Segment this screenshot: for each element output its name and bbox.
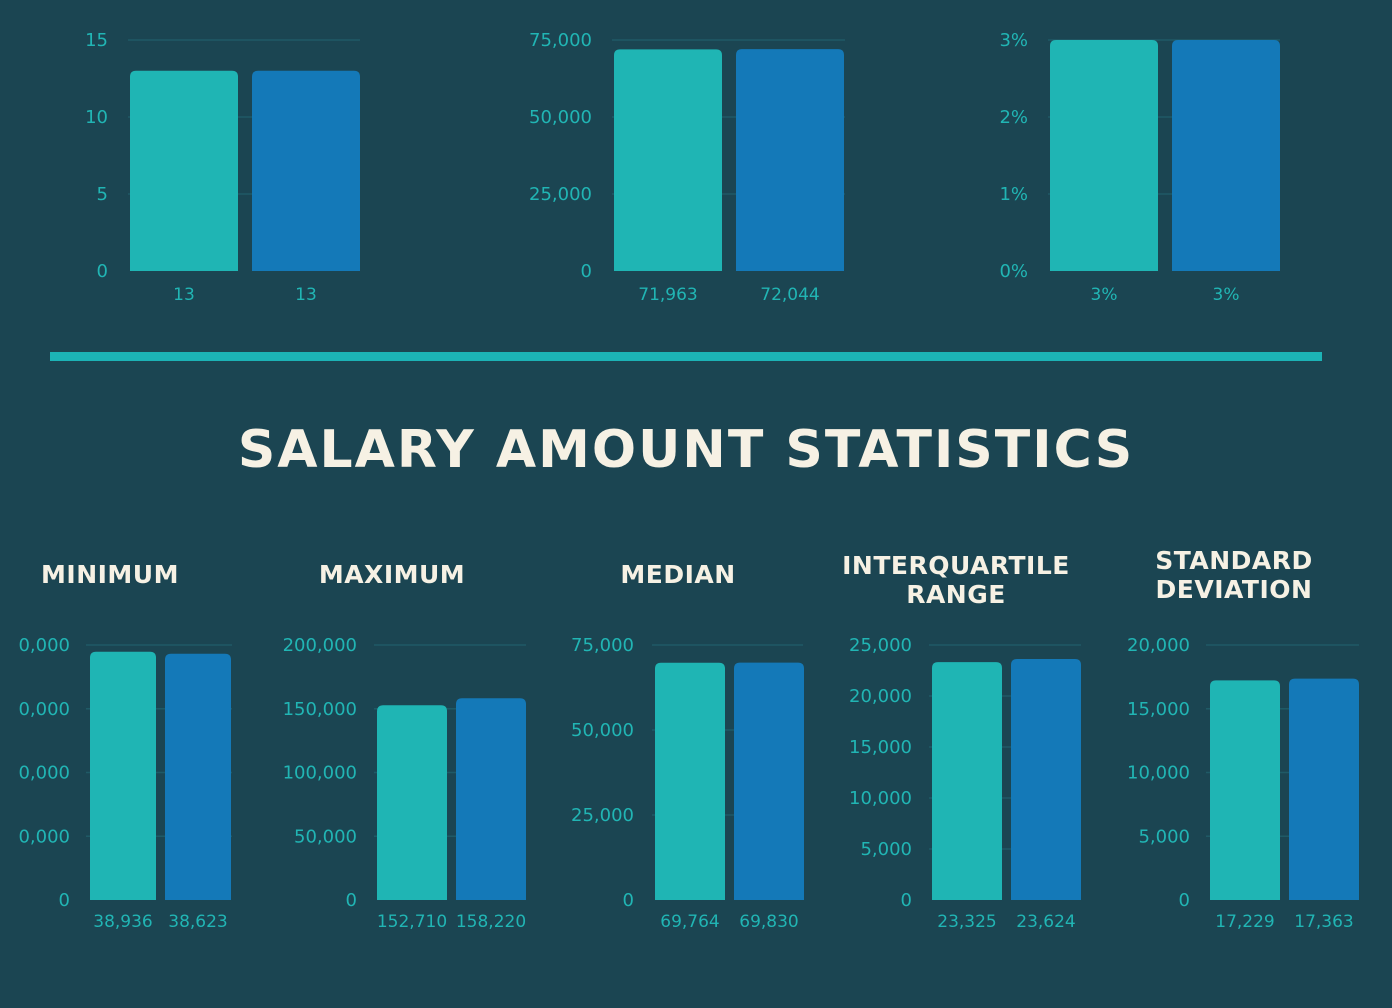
y-tick-label: 50,000 (294, 826, 357, 847)
chart-6: 0 25,000 50,000 75,000 69,764 69,830 MEDIAN (571, 560, 804, 932)
y-tick-label: 15,000 (849, 737, 912, 758)
y-tick-label: 10,000 (849, 788, 912, 809)
bar-series-a (932, 662, 1002, 900)
chart-5: 0 50,000 100,000 150,000 200,000 152,710 158,2… (283, 560, 527, 932)
bar-value-label: 13 (295, 285, 317, 305)
bar-value-label: 3% (1213, 285, 1240, 305)
y-tick-label: 100,000 (283, 763, 357, 784)
y-tick-label: 0 (97, 261, 108, 282)
y-tick-label: 0,000 (18, 699, 70, 720)
chart-4: 0 0,000 0,000 0,000 0,000 38,936 38,623 MINIMUM (18, 560, 232, 932)
y-tick-label: 10 (85, 107, 108, 128)
y-tick-label: 20,000 (1127, 635, 1190, 656)
bar-value-label: 17,363 (1294, 912, 1353, 932)
chart-title: MAXIMUM (319, 560, 465, 589)
y-tick-label: 25,000 (849, 635, 912, 656)
bar-series-a (130, 70, 238, 271)
y-tick-label: 15 (85, 30, 108, 51)
bar-value-label: 3% (1091, 285, 1118, 305)
y-tick-label: 0 (1179, 890, 1190, 911)
chart-1: 0 5 10 15 13 13 (85, 30, 360, 305)
y-tick-label: 15,000 (1127, 699, 1190, 720)
bar-value-label: 38,623 (168, 912, 227, 932)
y-tick-label: 3% (999, 30, 1028, 51)
y-tick-label: 50,000 (529, 107, 592, 128)
y-tick-label: 0 (346, 890, 357, 911)
y-tick-label: 0 (623, 890, 634, 911)
bar-value-label: 152,710 (377, 912, 447, 932)
bar-value-label: 72,044 (760, 285, 819, 305)
section-heading: SALARY AMOUNT STATISTICS (238, 420, 1134, 480)
y-tick-label: 5,000 (860, 839, 912, 860)
bar-series-a (90, 651, 156, 900)
bar-series-b (252, 70, 360, 271)
bar-value-label: 38,936 (93, 912, 152, 932)
y-tick-label: 1% (999, 184, 1028, 205)
y-tick-label: 0,000 (18, 763, 70, 784)
y-tick-label: 0 (901, 890, 912, 911)
bar-series-a (1050, 40, 1158, 271)
chart-title-line: INTERQUARTILE (842, 551, 1070, 580)
chart-8: 0 5,000 10,000 15,000 20,000 17,229 17,363 STAN… (1127, 546, 1359, 932)
chart-title-line: STANDARD (1155, 546, 1313, 575)
y-tick-label: 10,000 (1127, 763, 1190, 784)
bar-value-label: 23,325 (937, 912, 996, 932)
bar-series-b (1011, 659, 1081, 900)
chart-title: INTERQUARTILE RANGE (842, 551, 1070, 609)
bar-value-label: 69,830 (739, 912, 798, 932)
bar-value-label: 13 (173, 285, 195, 305)
bar-series-a (614, 49, 722, 271)
y-tick-label: 5 (97, 184, 108, 205)
bar-series-b (1172, 40, 1280, 271)
bar-series-a (377, 705, 447, 900)
bar-value-label: 23,624 (1016, 912, 1075, 932)
y-tick-label: 25,000 (529, 184, 592, 205)
bar-value-label: 69,764 (660, 912, 719, 932)
chart-title-line: MAXIMUM (319, 560, 465, 589)
chart-title: MEDIAN (620, 560, 735, 589)
chart-title: MINIMUM (41, 560, 179, 589)
y-tick-label: 5,000 (1138, 826, 1190, 847)
bar-series-b (1289, 678, 1359, 900)
chart-title-line: DEVIATION (1156, 575, 1313, 604)
y-tick-label: 200,000 (283, 635, 357, 656)
bar-series-b (456, 698, 526, 900)
bar-value-label: 71,963 (638, 285, 697, 305)
bar-value-label: 17,229 (1215, 912, 1274, 932)
y-tick-label: 20,000 (849, 686, 912, 707)
y-tick-label: 0,000 (18, 635, 70, 656)
bar-value-label: 158,220 (456, 912, 526, 932)
y-tick-label: 0,000 (18, 826, 70, 847)
chart-title: STANDARD DEVIATION (1155, 546, 1313, 604)
chart-2: 0 25,000 50,000 75,000 71,963 72,044 (529, 30, 845, 305)
y-tick-label: 0 (59, 890, 70, 911)
y-tick-label: 75,000 (571, 635, 634, 656)
bar-series-b (734, 662, 804, 900)
y-tick-label: 150,000 (283, 699, 357, 720)
section-divider (50, 352, 1322, 361)
y-tick-label: 0 (581, 261, 592, 282)
y-tick-label: 25,000 (571, 805, 634, 826)
y-tick-label: 50,000 (571, 720, 634, 741)
chart-title-line: MINIMUM (41, 560, 179, 589)
chart-3: 0% 1% 2% 3% 3% 3% (999, 30, 1280, 305)
chart-title-line: RANGE (906, 580, 1006, 609)
bar-series-a (655, 662, 725, 900)
chart-title-line: MEDIAN (620, 560, 735, 589)
y-tick-label: 2% (999, 107, 1028, 128)
bar-series-a (1210, 680, 1280, 900)
bar-series-b (165, 653, 231, 900)
y-tick-label: 0% (999, 261, 1028, 282)
y-tick-label: 75,000 (529, 30, 592, 51)
charts-layer: 0 5 10 15 13 13 0 25,000 50,000 75,000 71,963 72,04… (18, 30, 1359, 932)
chart-7: 0 5,000 10,000 15,000 20,000 25,000 23,325 23,6… (842, 551, 1081, 932)
bar-series-b (736, 49, 844, 272)
